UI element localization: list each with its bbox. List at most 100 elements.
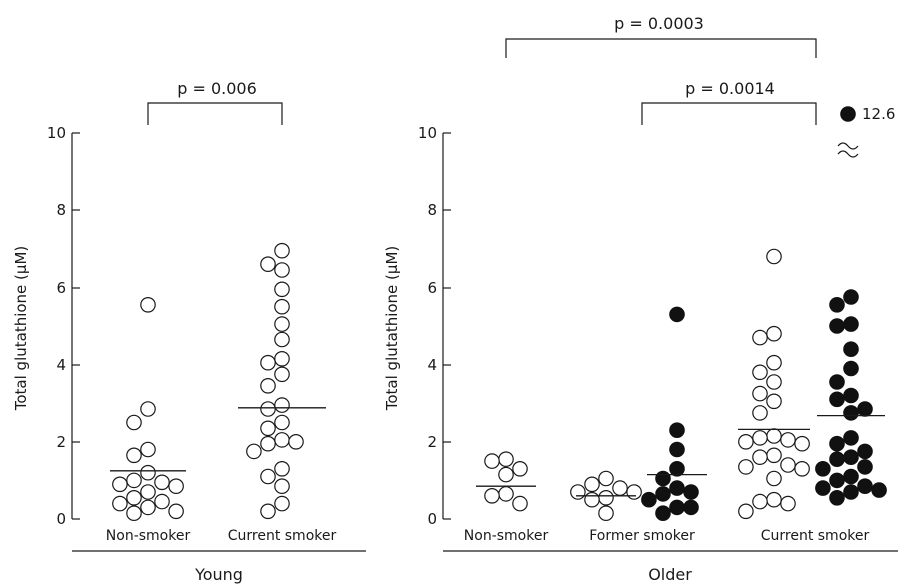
older-y-tick-label: 8	[427, 201, 437, 219]
young-y-tick-label: 2	[56, 433, 66, 451]
older-x-tick-label: Current smoker	[761, 528, 870, 544]
data-point	[140, 464, 156, 481]
data-point	[843, 484, 859, 500]
data-point	[168, 478, 184, 494]
data-point	[260, 354, 276, 371]
data-point	[857, 401, 873, 417]
data-point	[260, 468, 276, 485]
data-point	[843, 430, 859, 446]
data-point	[752, 405, 768, 421]
data-point	[512, 495, 528, 512]
data-point	[829, 374, 845, 390]
data-point	[598, 505, 614, 521]
data-point	[274, 331, 290, 348]
data-point	[274, 460, 290, 477]
data-point	[752, 430, 768, 446]
data-point	[126, 472, 142, 489]
data-point	[140, 401, 156, 417]
data-point	[766, 354, 782, 371]
older-bracket-former-vs-current	[641, 102, 817, 125]
data-point	[738, 433, 754, 450]
older-y-tick-label: 6	[427, 279, 437, 297]
data-point	[683, 499, 699, 516]
data-point	[843, 387, 859, 404]
data-point	[655, 505, 671, 521]
data-point	[112, 476, 128, 493]
data-point	[140, 296, 156, 313]
data-point	[738, 459, 754, 475]
data-point	[780, 432, 796, 448]
data-point	[766, 428, 782, 444]
data-point	[669, 441, 685, 458]
data-point	[815, 480, 831, 496]
data-point	[274, 316, 290, 332]
data-point	[260, 401, 276, 417]
young-y-tick-label: 8	[56, 201, 66, 219]
data-point	[857, 443, 873, 460]
older-y-tick-label: 2	[427, 433, 437, 451]
data-point	[669, 306, 685, 323]
data-point	[815, 460, 831, 477]
data-point	[683, 484, 699, 500]
older-y-tick-label: 0	[427, 510, 437, 528]
data-point	[260, 420, 276, 437]
panel-older: 0 2 4 6 8 10 Total glutathione (μM) Non-…	[383, 14, 898, 584]
data-point	[498, 451, 514, 467]
data-point	[669, 422, 685, 438]
data-point	[498, 466, 514, 483]
data-point	[766, 470, 782, 487]
data-point	[512, 460, 528, 477]
older-x-tick-label: Former smoker	[589, 528, 695, 544]
older-y-ticks	[443, 132, 451, 520]
data-point	[274, 281, 290, 298]
data-point	[598, 489, 614, 506]
data-point	[780, 457, 796, 473]
data-point	[274, 414, 290, 431]
data-point	[498, 486, 514, 502]
data-point	[871, 482, 887, 498]
young-x-tick-label: Non-smoker	[106, 528, 191, 544]
data-point	[260, 503, 276, 520]
data-point	[612, 480, 628, 496]
data-point	[260, 377, 276, 394]
data-point	[112, 495, 128, 512]
data-point	[829, 489, 845, 506]
data-point	[126, 505, 142, 521]
data-point	[126, 414, 142, 431]
older-y-axis-label: Total glutathione (μM)	[383, 246, 401, 412]
data-point	[274, 262, 290, 278]
data-point	[857, 459, 873, 475]
young-y-tick-label: 4	[56, 356, 66, 374]
data-point	[669, 480, 685, 496]
data-point	[843, 341, 859, 357]
data-point	[829, 472, 845, 489]
data-point	[843, 449, 859, 465]
data-point	[829, 391, 845, 408]
data-point	[780, 495, 796, 512]
data-point	[794, 460, 810, 477]
data-point	[154, 493, 170, 510]
data-point	[752, 493, 768, 510]
older-p-value-former-vs-current: p = 0.0014	[685, 79, 775, 98]
data-point	[669, 499, 685, 516]
data-point	[843, 316, 859, 332]
older-y-tick-label: 10	[418, 124, 437, 142]
data-point	[829, 435, 845, 452]
data-point	[584, 491, 600, 508]
data-point	[274, 478, 290, 494]
data-point	[168, 503, 184, 520]
data-point	[274, 242, 290, 259]
data-point	[752, 449, 768, 465]
data-point	[274, 495, 290, 512]
older-p-value-non-vs-current: p = 0.0003	[614, 14, 704, 33]
data-point	[829, 451, 845, 467]
data-point	[126, 447, 142, 464]
data-point	[274, 298, 290, 315]
data-point	[752, 364, 768, 381]
median-lines	[110, 407, 885, 497]
data-point	[766, 374, 782, 390]
data-point	[140, 441, 156, 458]
data-point	[655, 470, 671, 487]
data-point	[154, 474, 170, 491]
data-point	[843, 468, 859, 485]
